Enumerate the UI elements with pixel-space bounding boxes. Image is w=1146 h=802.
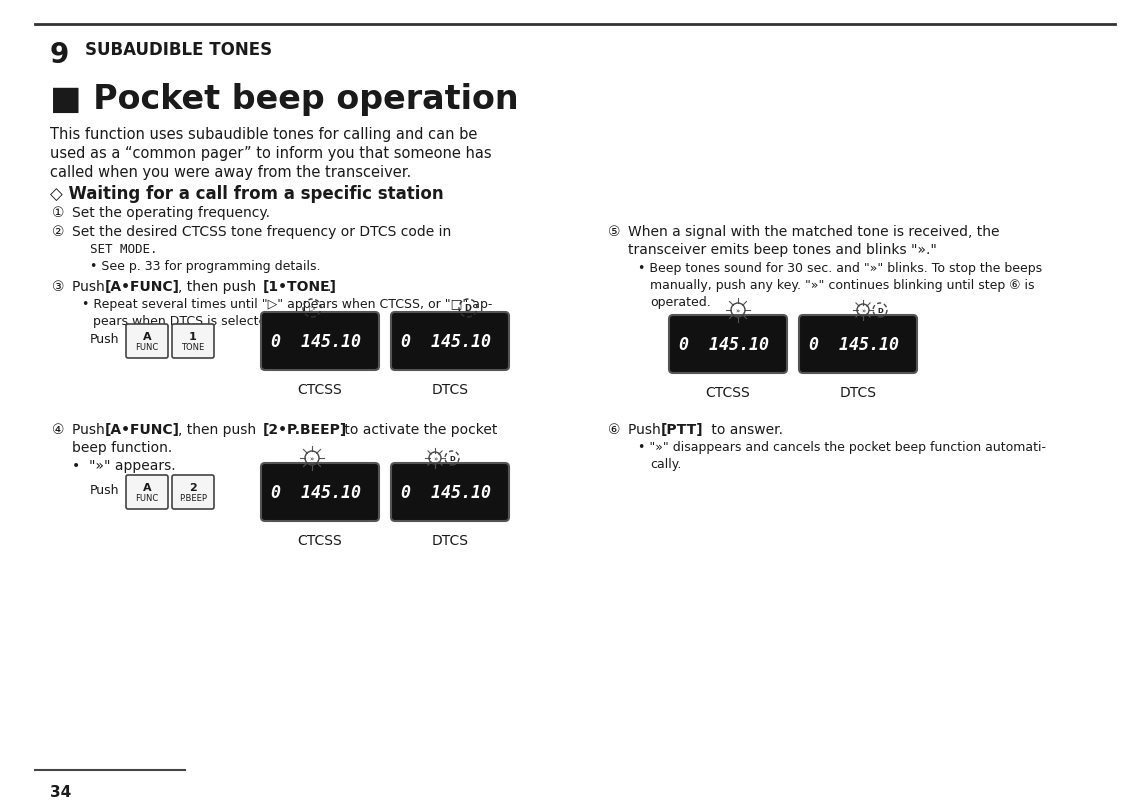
Text: to answer.: to answer. — [707, 423, 783, 436]
Text: FUNC: FUNC — [135, 343, 158, 352]
Text: [A•FUNC]: [A•FUNC] — [105, 280, 180, 294]
Text: [A•FUNC]: [A•FUNC] — [105, 423, 180, 436]
Text: [1•TONE]: [1•TONE] — [262, 280, 337, 294]
Text: beep function.: beep function. — [72, 440, 172, 455]
Text: ①: ① — [52, 206, 64, 220]
Text: • Beep tones sound for 30 sec. and "»" blinks. To stop the beeps: • Beep tones sound for 30 sec. and "»" b… — [638, 261, 1042, 274]
Text: 9: 9 — [50, 41, 69, 69]
Text: 1: 1 — [189, 331, 197, 342]
Text: This function uses subaudible tones for calling and can be: This function uses subaudible tones for … — [50, 127, 478, 142]
Text: , then push: , then push — [178, 280, 260, 294]
Text: ◇ Waiting for a call from a specific station: ◇ Waiting for a call from a specific sta… — [50, 184, 444, 203]
Text: »: » — [861, 308, 865, 314]
Text: TONE: TONE — [181, 343, 205, 352]
FancyBboxPatch shape — [261, 464, 379, 521]
FancyBboxPatch shape — [669, 316, 787, 374]
Text: DTCS: DTCS — [432, 383, 469, 396]
Text: • "»" disappears and cancels the pocket beep function automati-: • "»" disappears and cancels the pocket … — [638, 440, 1046, 453]
Text: DTCS: DTCS — [840, 386, 877, 399]
Text: 0  145.10: 0 145.10 — [270, 333, 361, 350]
Text: to activate the pocket: to activate the pocket — [340, 423, 497, 436]
Text: , then push: , then push — [178, 423, 260, 436]
FancyBboxPatch shape — [172, 476, 214, 509]
FancyBboxPatch shape — [172, 325, 214, 358]
Text: 2: 2 — [189, 482, 197, 492]
Text: 0  145.10: 0 145.10 — [270, 484, 361, 501]
Text: D: D — [449, 456, 455, 461]
Text: A: A — [143, 482, 151, 492]
Text: A: A — [143, 331, 151, 342]
Text: called when you were away from the transceiver.: called when you were away from the trans… — [50, 164, 411, 180]
Text: 0  145.10: 0 145.10 — [401, 333, 490, 350]
Text: »: » — [736, 308, 740, 314]
Text: manually, push any key. "»" continues blinking until step ⑥ is: manually, push any key. "»" continues bl… — [650, 278, 1035, 292]
Text: D: D — [877, 308, 882, 314]
Text: ■ Pocket beep operation: ■ Pocket beep operation — [50, 83, 519, 115]
Text: CTCSS: CTCSS — [298, 533, 343, 547]
Text: ③: ③ — [52, 280, 64, 294]
Text: SET MODE.: SET MODE. — [91, 243, 157, 256]
Text: 0  145.10: 0 145.10 — [678, 335, 769, 354]
FancyBboxPatch shape — [391, 313, 509, 371]
Text: operated.: operated. — [650, 296, 711, 309]
Text: • See p. 33 for programming details.: • See p. 33 for programming details. — [91, 260, 321, 273]
Text: [PTT]: [PTT] — [661, 423, 704, 436]
Text: .: . — [327, 280, 331, 294]
Text: Push: Push — [91, 484, 119, 497]
Text: DTCS: DTCS — [432, 533, 469, 547]
Text: • Repeat several times until "▷" appears when CTCSS, or "□" ap-: • Repeat several times until "▷" appears… — [83, 298, 493, 310]
Text: »: » — [433, 456, 437, 461]
Text: CTCSS: CTCSS — [298, 383, 343, 396]
Text: 0  145.10: 0 145.10 — [809, 335, 898, 354]
Text: 34: 34 — [50, 784, 71, 799]
Text: Set the desired CTCSS tone frequency or DTCS code in: Set the desired CTCSS tone frequency or … — [72, 225, 452, 239]
Text: [2•P.BEEP]: [2•P.BEEP] — [262, 423, 347, 436]
Text: P.BEEP: P.BEEP — [179, 494, 207, 503]
Text: transceiver emits beep tones and blinks "».": transceiver emits beep tones and blinks … — [628, 243, 937, 257]
Text: ②: ② — [52, 225, 64, 239]
Text: Set the operating frequency.: Set the operating frequency. — [72, 206, 270, 220]
Text: ④: ④ — [52, 423, 64, 436]
FancyBboxPatch shape — [391, 464, 509, 521]
Text: used as a “common pager” to inform you that someone has: used as a “common pager” to inform you t… — [50, 146, 492, 160]
Text: •  "»" appears.: • "»" appears. — [72, 459, 175, 472]
Text: ▷: ▷ — [308, 304, 315, 313]
Text: Push: Push — [91, 333, 119, 346]
FancyBboxPatch shape — [126, 325, 168, 358]
Text: Push: Push — [72, 423, 109, 436]
Text: »: » — [309, 456, 314, 461]
Text: Push: Push — [628, 423, 665, 436]
Text: 0  145.10: 0 145.10 — [401, 484, 490, 501]
FancyBboxPatch shape — [799, 316, 917, 374]
Text: When a signal with the matched tone is received, the: When a signal with the matched tone is r… — [628, 225, 999, 239]
Text: ⑥: ⑥ — [609, 423, 620, 436]
Text: FUNC: FUNC — [135, 494, 158, 503]
Text: CTCSS: CTCSS — [706, 386, 751, 399]
Text: Push: Push — [72, 280, 109, 294]
Text: cally.: cally. — [650, 457, 682, 471]
Text: SUBAUDIBLE TONES: SUBAUDIBLE TONES — [85, 41, 272, 59]
Text: pears when DTCS is selected.: pears when DTCS is selected. — [93, 314, 278, 327]
FancyBboxPatch shape — [261, 313, 379, 371]
FancyBboxPatch shape — [126, 476, 168, 509]
Text: D: D — [464, 304, 471, 313]
Text: ⑤: ⑤ — [609, 225, 620, 239]
